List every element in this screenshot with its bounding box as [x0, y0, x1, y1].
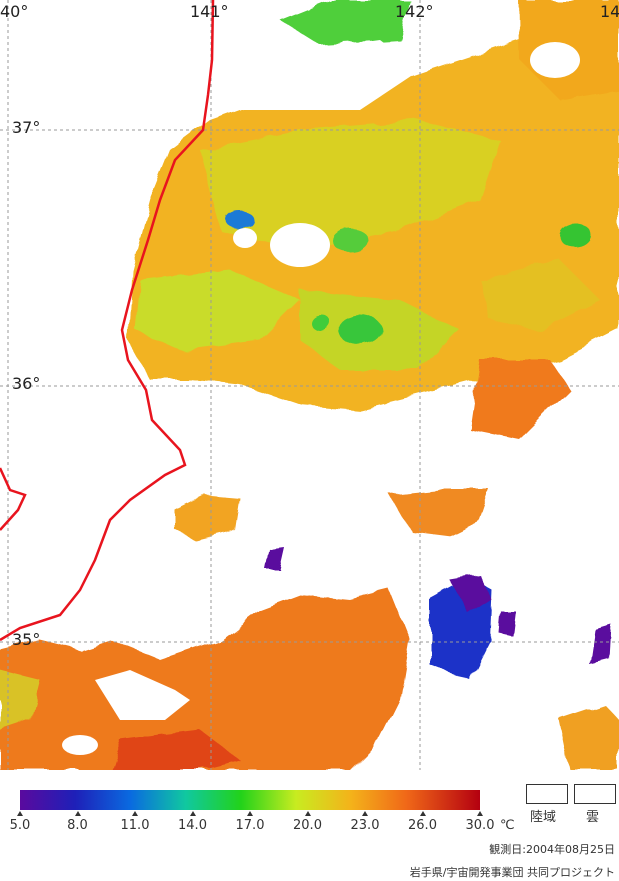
temperature-colorbar	[20, 790, 480, 810]
land-legend-label: 陸域	[530, 810, 557, 825]
colorbar-tick-mark	[419, 811, 426, 816]
coastline	[0, 0, 215, 642]
colorbar-tick-label: 11.0	[120, 818, 150, 833]
lon-label-142: 142°	[395, 2, 434, 21]
colorbar-tick-label: 30.0	[465, 818, 495, 833]
cloud-legend-swatch	[574, 784, 616, 804]
south-cloud-holes	[62, 670, 190, 755]
north-sst-region	[128, 0, 619, 440]
cloud-holes	[230, 40, 580, 267]
cloud-legend-label: 雲	[586, 810, 600, 825]
colorbar-tick-label: 17.0	[235, 818, 265, 833]
colorbar-tick-label: 8.0	[67, 818, 88, 833]
colorbar-tick-mark	[304, 811, 311, 816]
observation-date: 観測日:2004年08月25日	[489, 843, 615, 856]
colorbar-tick-mark	[247, 811, 253, 816]
lon-label-143: 14	[600, 2, 619, 21]
credit-text: 岩手県/宇宙開発事業団 共同プロジェクト	[409, 866, 615, 879]
colorbar-tick-label: 5.0	[9, 818, 31, 833]
graticule	[0, 0, 619, 770]
coastline-bay	[0, 467, 27, 531]
colorbar-tick-mark	[189, 811, 196, 816]
colorbar-tick-label: 23.0	[350, 818, 380, 833]
colorbar-tick-label: 14.0	[178, 818, 207, 833]
colorbar-tick-mark	[477, 811, 483, 816]
sst-map	[0, 0, 619, 770]
south-sst-region	[0, 590, 619, 770]
land-legend-swatch	[526, 784, 568, 804]
colorbar-tick-mark	[132, 811, 138, 816]
lat-label-35: 35°	[12, 630, 41, 649]
lat-label-37: 37°	[12, 118, 41, 137]
lon-label-140: 40°	[0, 2, 29, 21]
colorbar-tick-mark	[74, 811, 81, 816]
lat-label-36: 36°	[12, 374, 41, 393]
colorbar-tick-label: 26.0	[408, 818, 437, 833]
lon-label-141: 141°	[190, 2, 229, 21]
colorbar-tick-mark	[362, 811, 368, 816]
middle-sst-patches	[175, 490, 612, 680]
colorbar-tick-label: 20.0	[293, 818, 322, 833]
temperature-unit: ℃	[500, 818, 515, 833]
colorbar-tick-mark	[17, 811, 23, 816]
